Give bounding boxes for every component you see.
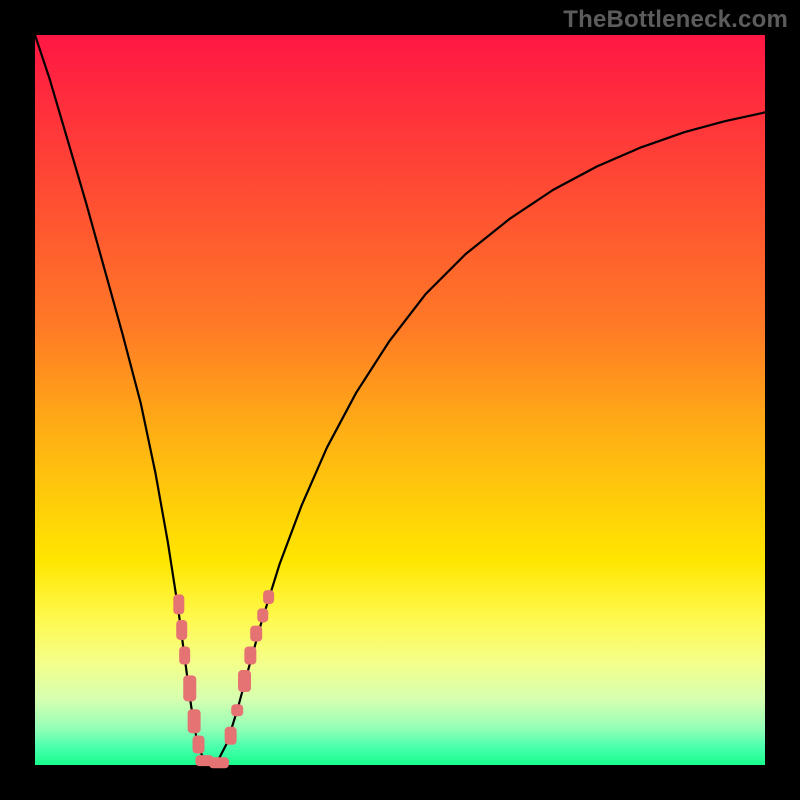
marker-bead: [238, 670, 251, 692]
marker-bead: [263, 590, 274, 604]
marker-bead: [244, 647, 256, 665]
marker-bead: [183, 675, 196, 701]
marker-bead: [225, 727, 237, 745]
marker-bead: [257, 608, 268, 622]
marker-cluster-group: [173, 590, 274, 768]
chart-frame: TheBottleneck.com: [0, 0, 800, 800]
marker-bead: [193, 736, 205, 754]
marker-bead: [209, 757, 229, 768]
marker-bead: [250, 626, 262, 642]
marker-bead: [173, 594, 184, 614]
chart-svg-layer: [35, 35, 765, 765]
bottleneck-curve: [35, 35, 765, 765]
marker-bead: [176, 620, 187, 640]
marker-bead: [179, 647, 190, 665]
marker-bead: [188, 709, 201, 733]
watermark-text: TheBottleneck.com: [563, 6, 788, 34]
marker-bead: [231, 704, 243, 716]
